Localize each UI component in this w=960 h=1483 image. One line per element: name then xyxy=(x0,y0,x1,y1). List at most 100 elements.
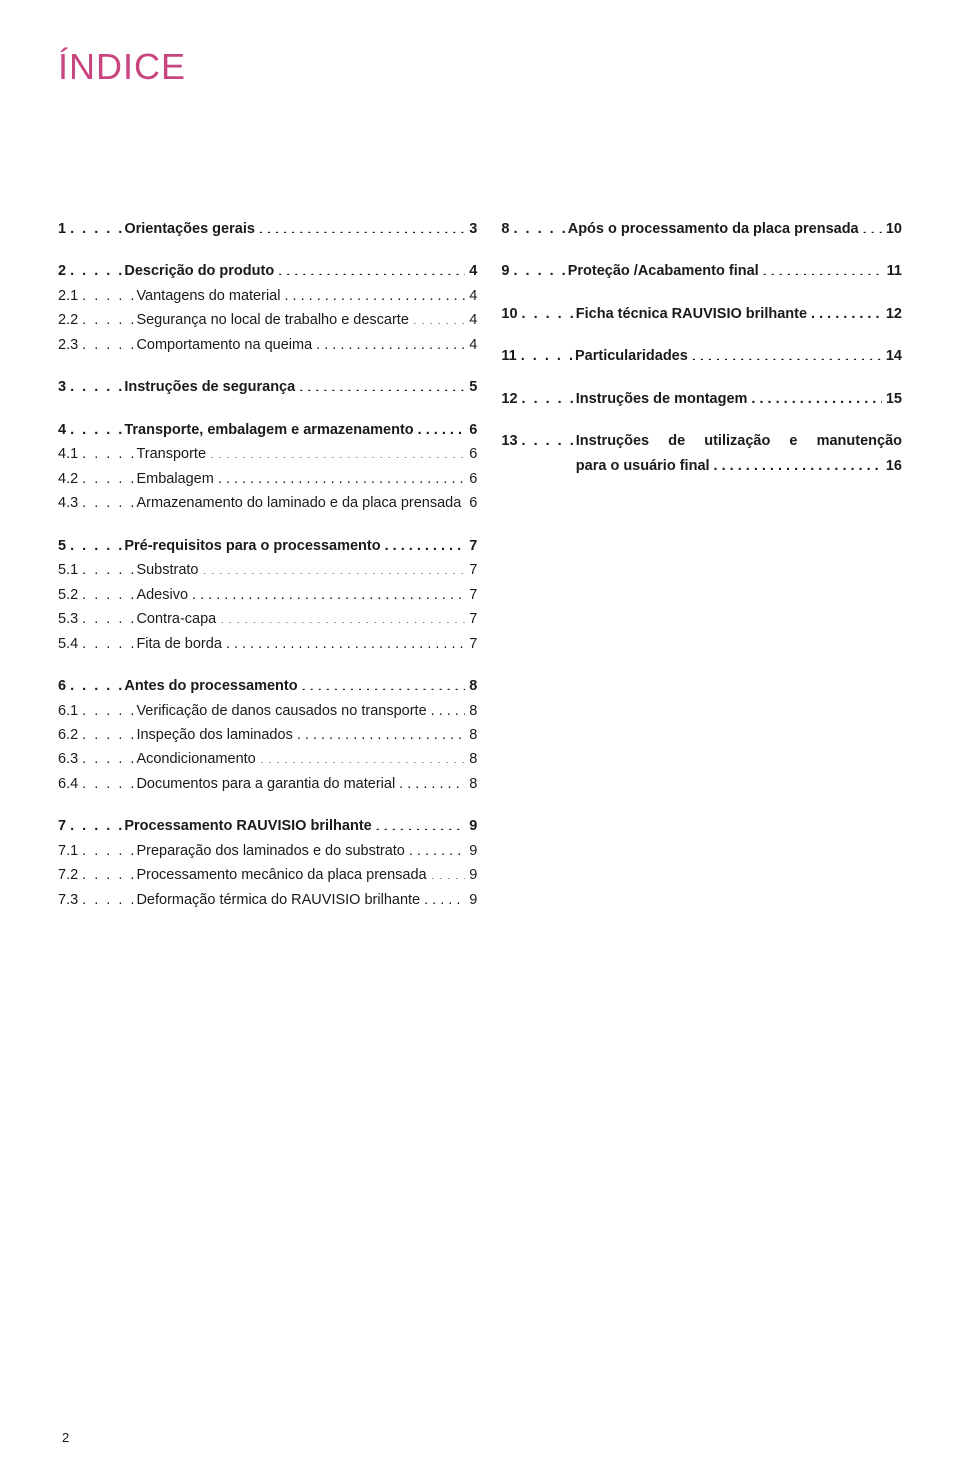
toc-page: 4 xyxy=(465,260,477,282)
toc-page: 12 xyxy=(882,303,902,325)
toc-leader-dots: . . . . . xyxy=(82,584,136,606)
toc-trailing-dots xyxy=(284,285,465,300)
toc-trailing-dots xyxy=(431,865,466,880)
toc-leader-dots: . . . . . xyxy=(513,218,567,240)
toc-page: 14 xyxy=(882,345,902,367)
toc-label: Ficha técnica RAUVISIO brilhante xyxy=(576,303,811,325)
toc-row: 5.1. . . . .Substrato7 xyxy=(58,559,477,581)
page-title: ÍNDICE xyxy=(58,46,902,88)
toc-page: 9 xyxy=(465,889,477,911)
toc-number: 1 xyxy=(58,218,70,240)
toc-trailing-dots xyxy=(751,388,881,403)
toc-leader-dots: . . . . . xyxy=(82,468,136,490)
toc-trailing-dots xyxy=(260,749,466,764)
toc-leader-dots: . . . . . xyxy=(82,309,136,331)
toc-row: 6. . . . .Antes do processamento8 xyxy=(58,675,477,697)
toc-number: 8 xyxy=(501,218,513,240)
toc-leader-dots: . . . . . xyxy=(82,443,136,465)
toc-label: Armazenamento do laminado e da placa pre… xyxy=(136,492,465,514)
toc-leader-dots: . . . . . xyxy=(82,559,136,581)
toc-number: 12 xyxy=(501,388,521,410)
toc-label: Transporte, embalagem e armazenamento xyxy=(124,419,417,441)
toc-trailing-dots xyxy=(692,346,882,361)
toc-label: Proteção /Acabamento final xyxy=(568,260,763,282)
toc-row: 2.2. . . . .Segurança no local de trabal… xyxy=(58,309,477,331)
toc-gap xyxy=(58,358,477,376)
toc-trailing-dots xyxy=(203,560,466,575)
toc-page: 3 xyxy=(465,218,477,240)
toc-page: 6 xyxy=(465,468,477,490)
toc-page: 5 xyxy=(465,376,477,398)
toc-label: Fita de borda xyxy=(136,633,225,655)
toc-trailing-dots xyxy=(409,840,465,855)
toc-gap xyxy=(501,285,902,303)
toc-columns: 1. . . . .Orientações gerais32. . . . .D… xyxy=(58,218,902,913)
toc-trailing-dots xyxy=(424,889,465,904)
toc-row: 6.1. . . . .Verificação de danos causado… xyxy=(58,700,477,722)
toc-label: Transporte xyxy=(136,443,210,465)
toc-trailing-dots xyxy=(376,816,466,831)
toc-label: Instruções de utilização e manutenção xyxy=(576,430,902,452)
toc-label: Após o processamento da placa prensada xyxy=(568,218,863,240)
toc-gap xyxy=(58,657,477,675)
toc-label: Documentos para a garantia do material xyxy=(136,773,399,795)
toc-number: 7.1 xyxy=(58,840,82,862)
toc-row: 3. . . . .Instruções de segurança5 xyxy=(58,376,477,398)
toc-number: 6.2 xyxy=(58,724,82,746)
toc-trailing-dots xyxy=(316,334,465,349)
toc-label: Pré-requisitos para o processamento xyxy=(124,535,384,557)
toc-number: 4.1 xyxy=(58,443,82,465)
toc-gap xyxy=(501,327,902,345)
toc-page: 4 xyxy=(465,309,477,331)
toc-label: Embalagem xyxy=(136,468,217,490)
toc-number: 3 xyxy=(58,376,70,398)
toc-leader-dots: . . . . . xyxy=(82,334,136,356)
toc-label: Inspeção dos laminados xyxy=(136,724,296,746)
toc-leader-dots: . . . . . xyxy=(513,260,567,282)
toc-number: 6 xyxy=(58,675,70,697)
toc-page: 9 xyxy=(465,864,477,886)
toc-leader-dots: . . . . . xyxy=(70,218,124,240)
toc-number: 7 xyxy=(58,815,70,837)
toc-page: 16 xyxy=(882,455,902,477)
toc-number: 2 xyxy=(58,260,70,282)
toc-leader-dots: . . . . . xyxy=(82,700,136,722)
toc-row: 4.1. . . . .Transporte6 xyxy=(58,443,477,465)
toc-label: Comportamento na queima xyxy=(136,334,316,356)
toc-number: 2.3 xyxy=(58,334,82,356)
toc-label: Processamento RAUVISIO brilhante xyxy=(124,815,375,837)
toc-leader-dots: . . . . . xyxy=(70,260,124,282)
toc-row: 7. . . . .Processamento RAUVISIO brilhan… xyxy=(58,815,477,837)
toc-label: Acondicionamento xyxy=(136,748,259,770)
toc-leader-dots: . . . . . xyxy=(70,376,124,398)
toc-trailing-dots xyxy=(210,444,465,459)
toc-row: 5. . . . .Pré-requisitos para o processa… xyxy=(58,535,477,557)
toc-trailing-dots xyxy=(218,468,465,483)
toc-page: 8 xyxy=(465,748,477,770)
toc-leader-dots: . . . . . xyxy=(70,675,124,697)
toc-number: 4.2 xyxy=(58,468,82,490)
toc-trailing-dots xyxy=(431,700,466,715)
toc-leader-dots: . . . . . xyxy=(522,303,576,325)
toc-number: 13 xyxy=(501,430,521,452)
toc-label: Vantagens do material xyxy=(136,285,284,307)
toc-row: 5.3. . . . .Contra-capa7 xyxy=(58,608,477,630)
toc-page: 7 xyxy=(465,559,477,581)
toc-row: 2.1. . . . .Vantagens do material4 xyxy=(58,285,477,307)
toc-gap xyxy=(58,401,477,419)
toc-trailing-dots xyxy=(413,310,465,325)
toc-label: Segurança no local de trabalho e descart… xyxy=(136,309,412,331)
toc-label: Instruções de montagem xyxy=(576,388,752,410)
toc-label: Adesivo xyxy=(136,584,192,606)
toc-page: 9 xyxy=(465,815,477,837)
toc-leader-dots: . . . . . xyxy=(82,608,136,630)
toc-trailing-dots xyxy=(302,676,466,691)
toc-row: 7.3. . . . .Deformação térmica do RAUVIS… xyxy=(58,889,477,911)
toc-row: 4.3. . . . .Armazenamento do laminado e … xyxy=(58,492,477,514)
toc-leader-dots: . . . . . xyxy=(82,889,136,911)
toc-trailing-dots xyxy=(226,633,465,648)
toc-number: 2.1 xyxy=(58,285,82,307)
toc-leader-dots: . . . . . xyxy=(82,285,136,307)
toc-page: 8 xyxy=(465,773,477,795)
toc-left-column: 1. . . . .Orientações gerais32. . . . .D… xyxy=(58,218,477,913)
